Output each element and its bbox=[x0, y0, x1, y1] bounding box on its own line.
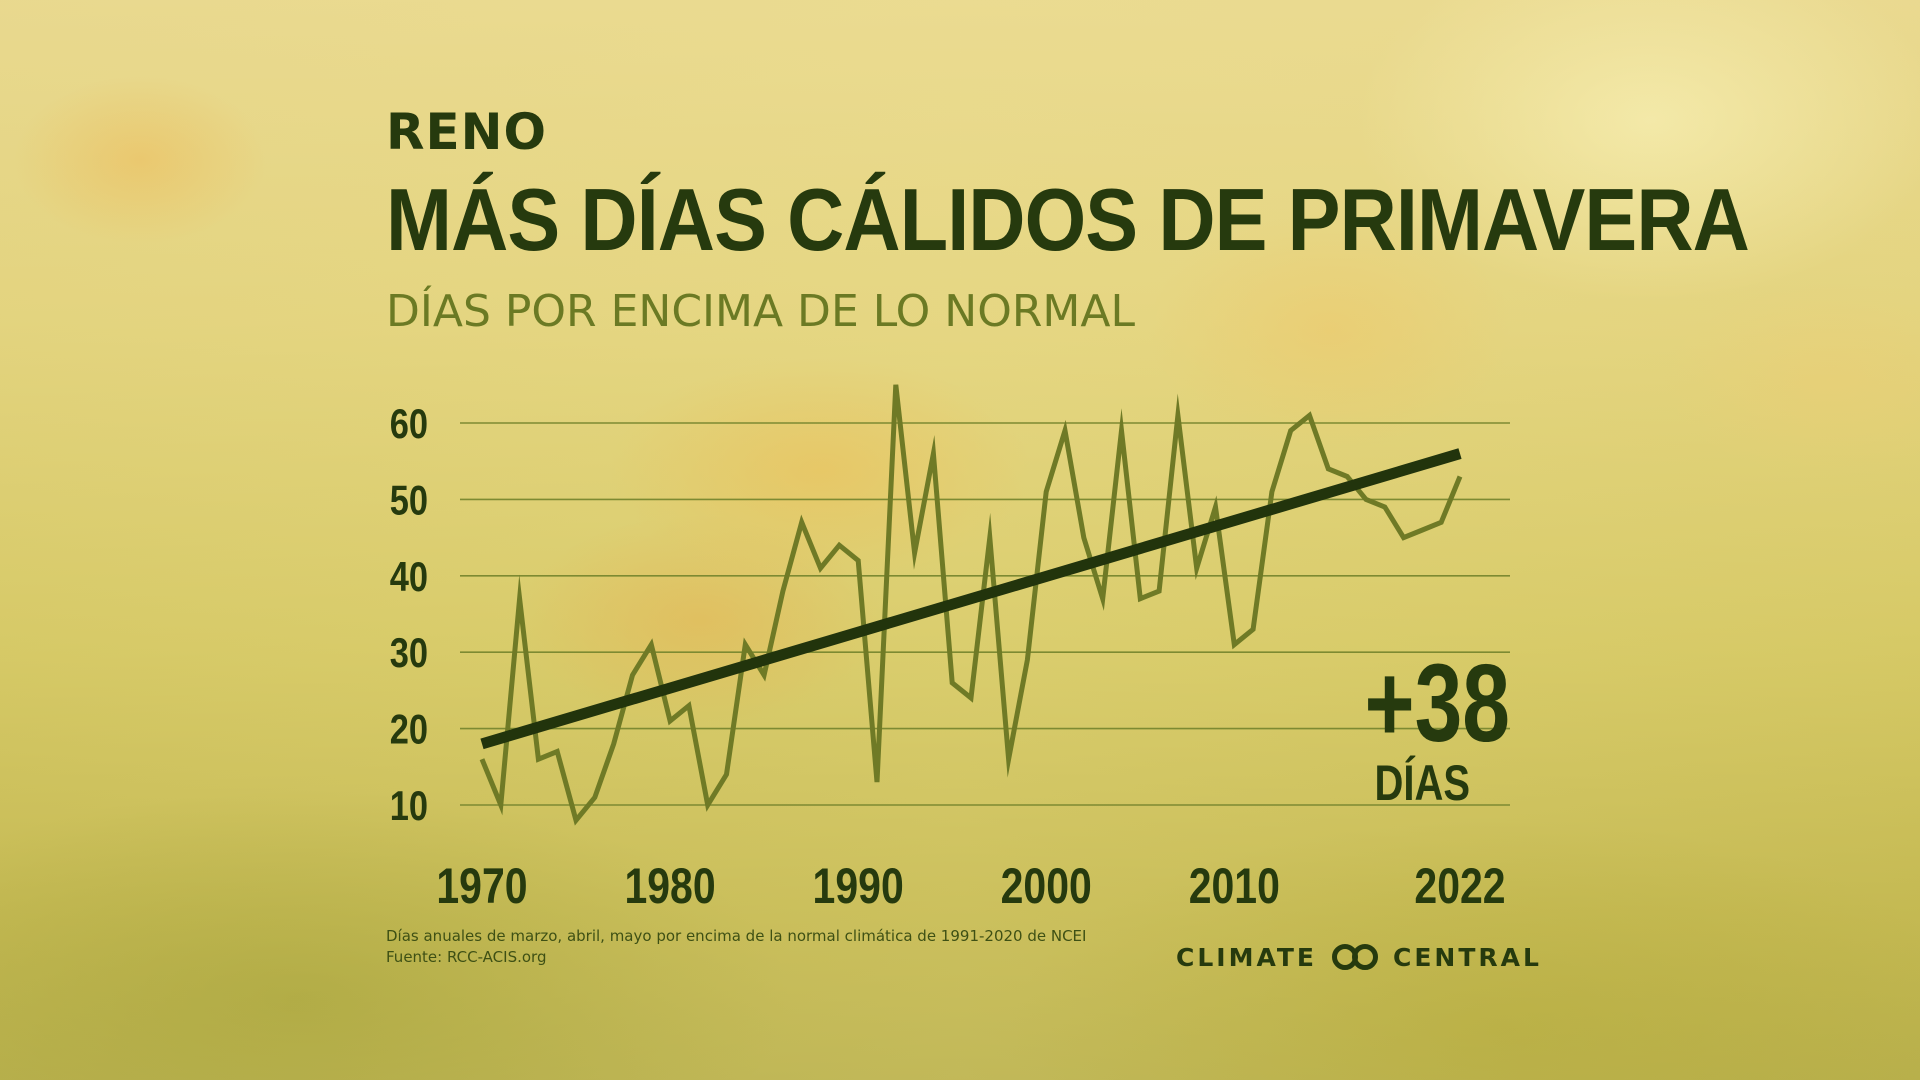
y-tick-label: 60 bbox=[390, 401, 428, 448]
brand-word-right: CENTRAL bbox=[1393, 942, 1542, 972]
source-note: Fuente: RCC-ACIS.org bbox=[386, 948, 547, 966]
trend-line bbox=[480, 448, 1462, 750]
y-tick-label: 30 bbox=[390, 630, 428, 677]
city-label: RENO bbox=[386, 103, 548, 161]
climate-central-logo: CLIMATE CENTRAL bbox=[1176, 940, 1542, 974]
change-callout-value: +38 bbox=[1364, 642, 1510, 765]
x-tick-label: 2000 bbox=[1001, 858, 1092, 914]
x-axis-tick-labels: 1970 1980 1990 2000 2010 2022 bbox=[436, 858, 1505, 914]
chart-subtitle: DÍAS POR ENCIMA DE LO NORMAL bbox=[386, 286, 1135, 337]
data-series bbox=[479, 384, 1463, 826]
trend-series bbox=[480, 448, 1462, 750]
change-callout-unit: DÍAS bbox=[1374, 755, 1470, 811]
annual-days-line bbox=[479, 384, 1463, 826]
methodology-note: Días anuales de marzo, abril, mayo por e… bbox=[386, 927, 1087, 945]
y-axis-tick-labels: 10 20 30 40 50 60 bbox=[390, 401, 428, 830]
x-tick-label: 2022 bbox=[1414, 858, 1505, 914]
x-tick-label: 1990 bbox=[813, 858, 904, 914]
y-tick-label: 50 bbox=[390, 477, 428, 524]
brand-word-left: CLIMATE bbox=[1176, 942, 1317, 972]
x-tick-label: 2010 bbox=[1189, 858, 1280, 914]
gridlines bbox=[460, 422, 1510, 806]
page-title: MÁS DÍAS CÁLIDOS DE PRIMAVERA bbox=[386, 170, 1750, 269]
y-tick-label: 10 bbox=[390, 783, 428, 830]
y-tick-label: 20 bbox=[390, 706, 428, 753]
x-tick-label: 1970 bbox=[436, 858, 527, 914]
linked-rings-icon bbox=[1332, 944, 1378, 970]
y-tick-label: 40 bbox=[390, 554, 428, 601]
footnote: Días anuales de marzo, abril, mayo por e… bbox=[386, 926, 1086, 968]
x-tick-label: 1980 bbox=[624, 858, 715, 914]
